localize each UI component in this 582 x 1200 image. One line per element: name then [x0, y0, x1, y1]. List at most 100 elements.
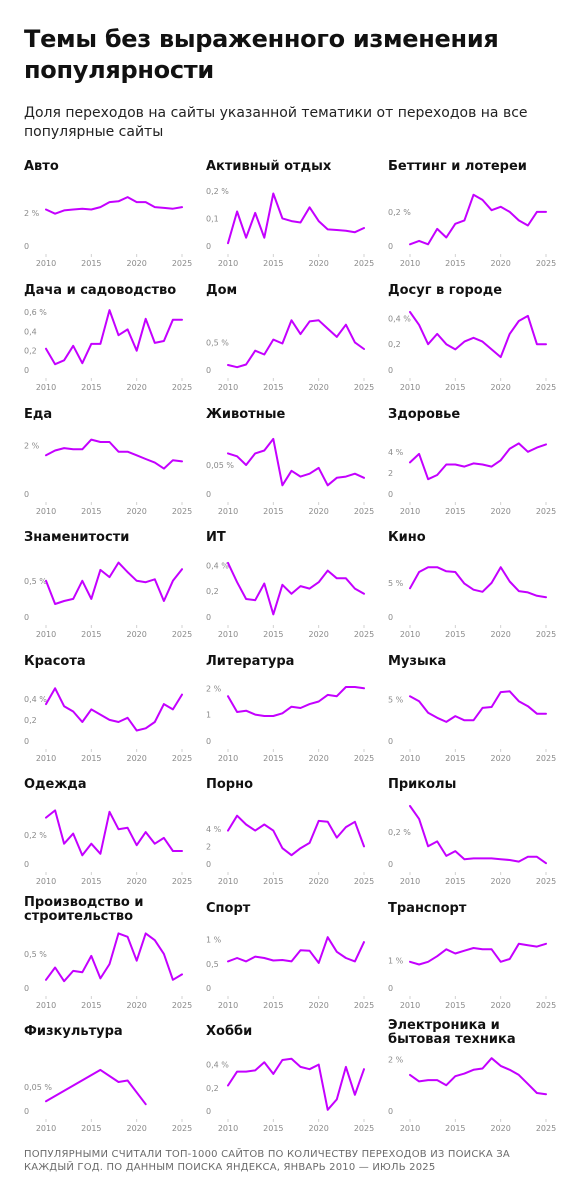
y-tick-label: 0 [24, 1107, 29, 1116]
x-tick-label: 2020 [308, 507, 328, 516]
chart-title: Знаменитости [24, 530, 130, 545]
x-tick-label: 2020 [490, 1124, 510, 1133]
chart-panel: Знаменитости 0 0,5 % 2010 2015 2020 2025 [24, 531, 204, 649]
y-tick-label: 0,2 % [388, 208, 411, 217]
chart-panel: Еда 0 2 % 2010 2015 2020 2025 [24, 408, 204, 526]
x-tick-label: 2010 [400, 1124, 420, 1133]
y-tick-label: 0,2 [24, 716, 37, 725]
x-tick-label: 2025 [354, 877, 374, 886]
chart-svg: 0 0,2 0,4 0,6 % 2010 2015 2020 2025 [24, 308, 192, 392]
chart-title: Литература [206, 654, 295, 669]
series-line [409, 942, 547, 966]
series-line [45, 932, 183, 983]
y-tick-label: 0 [388, 242, 393, 251]
y-tick-label: 0 [388, 984, 393, 993]
chart-svg: 0 0,2 % 2010 2015 2020 2025 [388, 805, 556, 886]
chart-panel: Красота 0 0,2 0,4 % 2010 2015 2020 2025 [24, 655, 204, 773]
x-tick-label: 2025 [354, 1001, 374, 1010]
x-tick-label: 2020 [308, 383, 328, 392]
x-tick-label: 2010 [400, 630, 420, 639]
chart-title: Хобби [206, 1024, 253, 1039]
x-tick-label: 2010 [218, 754, 238, 763]
x-tick-label: 2010 [218, 877, 238, 886]
y-tick-label: 0,2 [24, 347, 37, 356]
y-tick-label: 0,2 % [206, 187, 229, 196]
x-tick-label: 2020 [490, 877, 510, 886]
chart-title: Физкультура [24, 1024, 123, 1039]
x-tick-label: 2020 [308, 754, 328, 763]
chart-svg: 0 5 % 2010 2015 2020 2025 [388, 566, 556, 639]
y-tick-label: 0 [388, 366, 393, 375]
chart-title: Порно [206, 777, 254, 792]
x-tick-label: 2015 [263, 1001, 283, 1010]
series-line [227, 814, 365, 857]
y-tick-label: 5 % [388, 696, 404, 705]
x-tick-label: 2025 [536, 1124, 556, 1133]
chart-svg: 0 0,2 % 2010 2015 2020 2025 [388, 193, 556, 268]
chart-title: Электроника и бытовая техника [388, 1018, 516, 1047]
y-tick-label: 0 [206, 490, 211, 499]
y-tick-label: 0 [206, 366, 211, 375]
x-tick-label: 2025 [536, 383, 556, 392]
y-tick-label: 1 % [206, 936, 222, 945]
series-line [227, 561, 365, 616]
chart-title: Дом [206, 283, 238, 298]
x-tick-label: 2020 [490, 507, 510, 516]
y-tick-label: 0,5 % [24, 577, 47, 586]
y-tick-label: 0 [388, 613, 393, 622]
x-tick-label: 2015 [81, 877, 101, 886]
x-tick-label: 2015 [445, 507, 465, 516]
y-tick-label: 2 % [24, 209, 40, 218]
x-tick-label: 2020 [490, 1001, 510, 1010]
x-tick-label: 2020 [490, 630, 510, 639]
y-tick-label: 0,4 % [206, 1061, 229, 1070]
chart-svg: 0 0,2 0,4 % 2010 2015 2020 2025 [24, 687, 192, 763]
x-tick-label: 2010 [400, 507, 420, 516]
x-tick-label: 2010 [400, 259, 420, 268]
y-tick-label: 5 % [388, 579, 404, 588]
x-tick-label: 2015 [263, 507, 283, 516]
x-tick-label: 2025 [172, 630, 192, 639]
y-tick-label: 0,5 % [206, 338, 229, 347]
x-tick-label: 2010 [36, 754, 56, 763]
x-tick-label: 2015 [445, 630, 465, 639]
series-line [227, 437, 365, 487]
chart-title: Досуг в городе [388, 283, 503, 298]
y-tick-label: 0 [24, 737, 29, 746]
chart-panel: Дача и садоводство 0 0,2 0,4 0,6 % 2010 2015 20… [24, 284, 204, 402]
x-tick-label: 2025 [354, 259, 374, 268]
x-tick-label: 2015 [263, 630, 283, 639]
chart-panel: Активный отдых 0 0,1 0,2 % 2010 2015 2020 2025 [206, 160, 386, 278]
y-tick-label: 0,1 [206, 214, 219, 223]
chart-title: Животные [206, 407, 286, 422]
chart-panel: Досуг в городе 0 0,2 0,4 % 2010 2015 2020 2025 [388, 284, 568, 402]
x-tick-label: 2010 [36, 383, 56, 392]
x-tick-label: 2015 [263, 259, 283, 268]
x-tick-label: 2010 [218, 630, 238, 639]
x-tick-label: 2020 [126, 630, 146, 639]
y-tick-label: 0 [24, 490, 29, 499]
y-tick-label: 2 [388, 469, 393, 478]
y-tick-label: 0,2 [206, 587, 219, 596]
chart-panel: Здоровье 0 2 4 % 2010 2015 2020 2025 [388, 408, 568, 526]
x-tick-label: 2015 [81, 1124, 101, 1133]
x-tick-label: 2025 [172, 877, 192, 886]
x-tick-label: 2010 [36, 877, 56, 886]
series-line [227, 319, 365, 369]
y-tick-label: 0 [206, 242, 211, 251]
series-line [409, 193, 547, 246]
chart-svg: 0 1 % 2010 2015 2020 2025 [388, 942, 556, 1010]
series-line [227, 1057, 365, 1111]
y-tick-label: 0 [206, 984, 211, 993]
y-tick-label: 4 % [206, 825, 222, 834]
series-line [227, 936, 365, 964]
x-tick-label: 2015 [445, 259, 465, 268]
x-tick-label: 2025 [172, 383, 192, 392]
x-tick-label: 2025 [354, 507, 374, 516]
y-tick-label: 0 [388, 1107, 393, 1116]
x-tick-label: 2015 [81, 630, 101, 639]
y-tick-label: 0,5 % [24, 950, 47, 959]
y-tick-label: 0,2 [206, 1084, 219, 1093]
series-line [227, 192, 365, 245]
